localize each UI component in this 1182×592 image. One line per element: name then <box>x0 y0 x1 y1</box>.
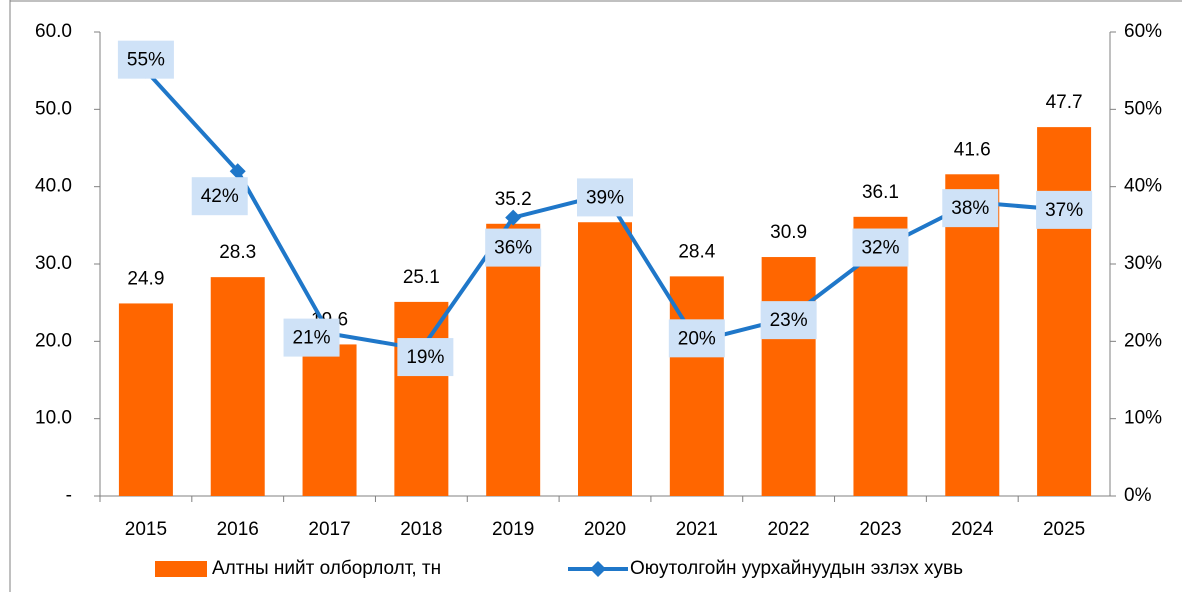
value-label-box <box>760 301 817 340</box>
value-label-box <box>283 318 340 357</box>
legend-label: Оюутолгойн уурхайнуудын эзлэх хувь <box>630 558 963 579</box>
y2-tick-label: 10% <box>1124 408 1162 429</box>
value-label-box <box>1036 190 1093 229</box>
bar <box>394 301 449 496</box>
legend-marker <box>590 561 606 577</box>
bar-value-label: 25.1 <box>403 267 440 288</box>
y2-tick-label: 50% <box>1124 98 1162 119</box>
x-tick-label: 2019 <box>492 519 534 540</box>
line-value-label: 36% <box>494 238 532 259</box>
bar <box>578 222 632 497</box>
x-tick-label: 2018 <box>400 519 442 540</box>
y2-tick-label: 40% <box>1124 176 1162 197</box>
bar <box>210 277 265 496</box>
bar <box>945 174 1000 496</box>
line-value-label: 42% <box>201 186 239 207</box>
y-tick-label: 40.0 <box>35 176 72 197</box>
value-label-box <box>577 178 633 217</box>
y-tick-label: 30.0 <box>35 253 72 274</box>
x-tick-label: 2022 <box>767 519 809 540</box>
bar <box>1037 127 1092 497</box>
x-tick-label: 2021 <box>676 519 718 540</box>
value-label-box <box>397 338 454 377</box>
bar <box>302 344 357 496</box>
bar <box>761 257 816 496</box>
bar-value-label: 41.6 <box>954 139 991 160</box>
x-tick-label: 2017 <box>308 519 350 540</box>
line-value-label: 38% <box>951 198 989 219</box>
bar-value-label: 24.9 <box>127 268 164 289</box>
line-value-label: 21% <box>293 328 331 349</box>
value-label-box <box>852 228 909 267</box>
bar-value-label: 28.3 <box>219 242 256 263</box>
x-tick-label: 2023 <box>859 519 901 540</box>
x-tick-label: 2025 <box>1043 519 1085 540</box>
value-label-box <box>485 228 542 267</box>
line-value-label: 32% <box>861 238 899 259</box>
marker <box>505 209 522 226</box>
line-value-label: 39% <box>586 187 624 208</box>
bar <box>486 223 541 496</box>
bar-value-label: 30.9 <box>770 222 807 243</box>
bar-value-label: 47.7 <box>1046 92 1083 113</box>
bar-value-label: 35.2 <box>495 189 532 210</box>
line-value-label: 19% <box>406 347 444 368</box>
line-value-label: 20% <box>678 328 716 349</box>
y-tick-label: 20.0 <box>35 330 72 351</box>
line-value-label: 37% <box>1045 200 1083 221</box>
bar <box>118 303 173 496</box>
value-label-box <box>117 40 174 79</box>
value-label-box <box>191 177 248 216</box>
line-value-label: 23% <box>770 310 808 331</box>
legend-swatch <box>155 561 207 577</box>
y-tick-label: - <box>66 485 72 506</box>
y-tick-label: 10.0 <box>35 408 72 429</box>
y2-tick-label: 30% <box>1124 253 1162 274</box>
y2-tick-label: 60% <box>1124 21 1162 42</box>
line-value-label: 55% <box>127 50 165 71</box>
value-label-box <box>942 189 999 228</box>
value-label-box <box>668 319 725 358</box>
marker <box>229 163 246 180</box>
x-tick-label: 2024 <box>951 519 994 540</box>
x-tick-label: 2015 <box>125 519 167 540</box>
y2-tick-label: 20% <box>1124 330 1162 351</box>
x-tick-label: 2016 <box>217 519 259 540</box>
bar-value-label: 36.1 <box>862 182 899 203</box>
y2-tick-label: 0% <box>1124 485 1152 506</box>
x-tick-label: 2020 <box>584 519 626 540</box>
legend-label: Алтны нийт олборлолт, тн <box>212 558 441 579</box>
y-tick-label: 50.0 <box>35 98 72 119</box>
y-tick-label: 60.0 <box>35 21 72 42</box>
bar-value-label: 28.4 <box>678 241 715 262</box>
